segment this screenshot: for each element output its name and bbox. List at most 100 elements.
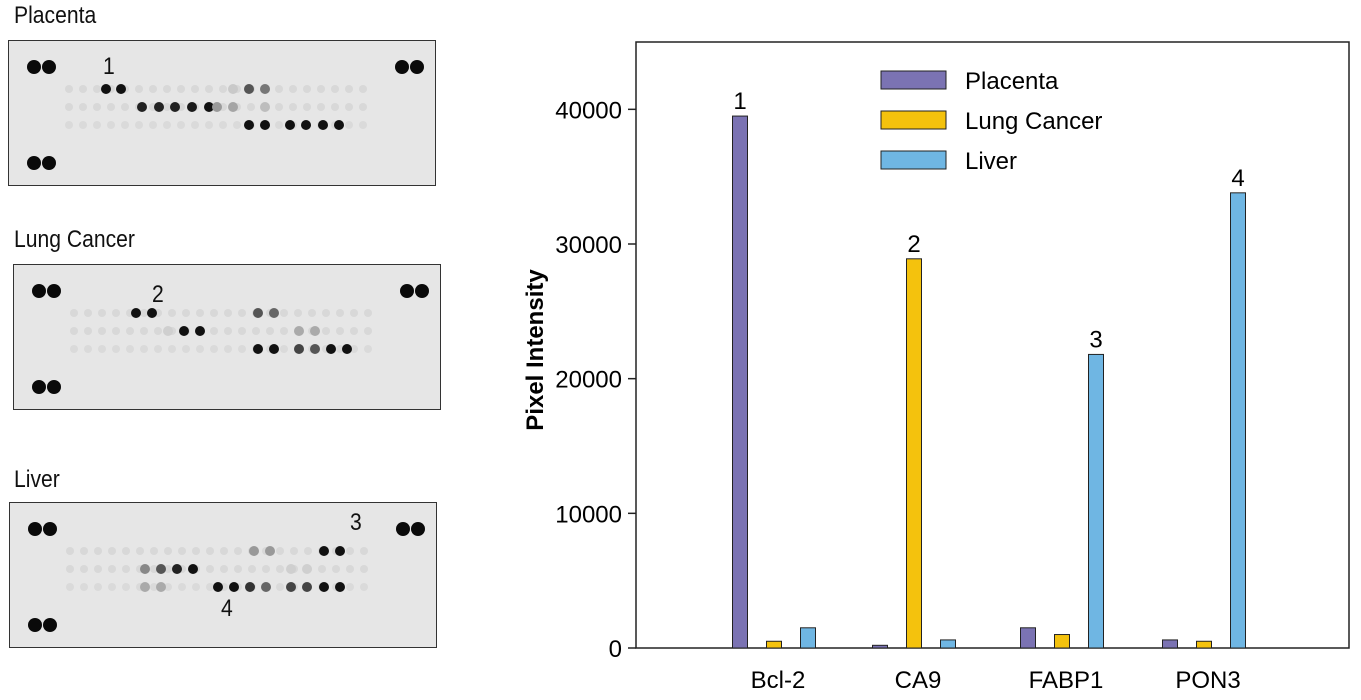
- blot-label-2: 2: [152, 281, 164, 308]
- blot-faint-spot: [163, 103, 171, 111]
- blot-faint-spot: [79, 85, 87, 93]
- blot-faint-spot: [98, 309, 106, 317]
- blot-faint-spot: [331, 85, 339, 93]
- x-tick-label: Bcl-2: [751, 667, 806, 694]
- blot-dots-liver: [28, 522, 425, 632]
- bar: [872, 644, 888, 649]
- blot-faint-spot: [154, 327, 162, 335]
- blot-faint-spot: [210, 309, 218, 317]
- blot-faint-spot: [150, 547, 158, 555]
- blot-spot: [342, 344, 352, 354]
- blot-faint-spot: [192, 547, 200, 555]
- blot-faint-spot: [70, 327, 78, 335]
- blot-faint-spot: [224, 309, 232, 317]
- blot-faint-spot: [336, 345, 344, 353]
- blot-spot: [260, 120, 270, 130]
- blot-faint-spot: [206, 565, 214, 573]
- blot-spot: [285, 120, 295, 130]
- blot-faint-spot: [238, 345, 246, 353]
- blot-faint-spot: [350, 309, 358, 317]
- blot-spot: [195, 326, 205, 336]
- blot-reference-spot: [27, 60, 41, 74]
- blot-faint-spot: [364, 345, 372, 353]
- blot-faint-spot: [122, 583, 130, 591]
- blot-faint-spot: [275, 121, 283, 129]
- blot-spot: [140, 564, 150, 574]
- blot-faint-spot: [276, 547, 284, 555]
- blot-reference-spot: [47, 380, 61, 394]
- bar-annotation: 3: [1089, 326, 1102, 353]
- y-tick-label: 40000: [555, 97, 622, 124]
- blot-spot: [131, 308, 141, 318]
- blot-spot: [147, 308, 157, 318]
- blot-title-lung-cancer: Lung Cancer: [14, 226, 135, 253]
- blot-spot: [269, 308, 279, 318]
- blot-faint-spot: [345, 85, 353, 93]
- blot-faint-spot: [168, 309, 176, 317]
- blot-spot: [204, 102, 214, 112]
- blot-faint-spot: [359, 85, 367, 93]
- blot-spot: [101, 84, 111, 94]
- blot-faint-spot: [140, 327, 148, 335]
- blot-faint-spot: [98, 345, 106, 353]
- blot-faint-spot: [136, 547, 144, 555]
- blot-faint-spot: [80, 583, 88, 591]
- blot-spot: [286, 564, 296, 574]
- blot-faint-spot: [149, 85, 157, 93]
- blot-spot: [163, 326, 173, 336]
- blot-faint-spot: [303, 103, 311, 111]
- blot-faint-spot: [93, 103, 101, 111]
- blot-reference-spot: [47, 284, 61, 298]
- blot-faint-spot: [84, 345, 92, 353]
- y-tick-label: 0: [609, 636, 622, 663]
- blot-spot: [319, 546, 329, 556]
- blot-faint-spot: [276, 583, 284, 591]
- blot-faint-spot: [196, 309, 204, 317]
- bar-annotation: 2: [907, 231, 920, 258]
- blot-faint-spot: [107, 121, 115, 129]
- blot-faint-spot: [66, 583, 74, 591]
- blot-faint-spot: [206, 547, 214, 555]
- blot-spot: [229, 582, 239, 592]
- blot-faint-spot: [108, 547, 116, 555]
- blot-spot: [187, 102, 197, 112]
- blot-title-liver: Liver: [14, 466, 60, 493]
- blot-faint-spot: [247, 103, 255, 111]
- blot-faint-spot: [182, 309, 190, 317]
- blot-faint-spot: [248, 565, 256, 573]
- blot-faint-spot: [266, 327, 274, 335]
- blot-reference-spot: [28, 618, 42, 632]
- blot-spot: [172, 564, 182, 574]
- blot-faint-spot: [364, 309, 372, 317]
- blot-spot: [154, 102, 164, 112]
- blot-faint-spot: [234, 547, 242, 555]
- blot-reference-spot: [42, 156, 56, 170]
- bar-annotation: 4: [1231, 165, 1244, 192]
- blot-image-placenta: 1: [8, 40, 436, 186]
- blot-faint-spot: [360, 547, 368, 555]
- blot-faint-spot: [108, 565, 116, 573]
- blot-reference-spot: [32, 284, 46, 298]
- blot-faint-spot: [191, 121, 199, 129]
- blot-faint-spot: [191, 85, 199, 93]
- blot-faint-spot: [112, 345, 120, 353]
- blot-faint-spot: [79, 121, 87, 129]
- blot-faint-spot: [121, 121, 129, 129]
- blot-faint-spot: [80, 565, 88, 573]
- legend-label: Lung Cancer: [965, 108, 1102, 135]
- blot-faint-spot: [122, 565, 130, 573]
- blot-faint-spot: [318, 565, 326, 573]
- blot-faint-spot: [192, 583, 200, 591]
- blot-faint-spot: [80, 547, 88, 555]
- blot-spot: [318, 120, 328, 130]
- blot-reference-spot: [395, 60, 409, 74]
- blot-spot: [253, 344, 263, 354]
- bar: [940, 639, 956, 649]
- blot-spot: [294, 344, 304, 354]
- blot-reference-spot: [400, 284, 414, 298]
- blot-reference-spot: [32, 380, 46, 394]
- blot-image-lung-cancer: 2: [13, 264, 441, 410]
- legend-label: Liver: [965, 148, 1017, 175]
- blot-label-4: 4: [221, 595, 233, 622]
- blot-faint-spot: [79, 103, 87, 111]
